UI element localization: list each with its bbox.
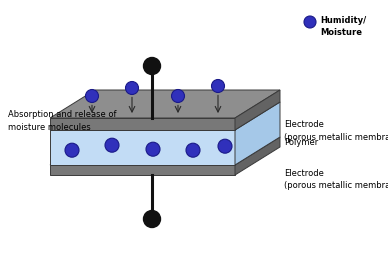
Circle shape [144,58,161,75]
Text: Absorption and release of
moisture molecules: Absorption and release of moisture molec… [8,110,116,132]
Text: Humidity/: Humidity/ [320,16,366,25]
Circle shape [105,138,119,152]
Circle shape [85,89,99,103]
Polygon shape [50,90,280,118]
Polygon shape [50,165,235,175]
Circle shape [65,143,79,157]
Polygon shape [50,137,280,165]
Circle shape [211,79,225,93]
Text: Electrode
(porous metallic membrane): Electrode (porous metallic membrane) [284,169,388,190]
Circle shape [125,81,139,95]
Circle shape [171,89,185,103]
Circle shape [304,16,316,28]
Circle shape [144,210,161,227]
Polygon shape [50,130,235,165]
Polygon shape [235,90,280,130]
Circle shape [218,139,232,153]
Polygon shape [50,118,235,130]
Text: Moisture: Moisture [320,28,362,37]
Text: Polymer: Polymer [284,138,318,147]
Polygon shape [235,102,280,165]
Text: Electrode
(porous metallic membrane): Electrode (porous metallic membrane) [284,120,388,142]
Polygon shape [235,137,280,175]
Circle shape [186,143,200,157]
Circle shape [146,142,160,156]
Polygon shape [50,102,280,130]
